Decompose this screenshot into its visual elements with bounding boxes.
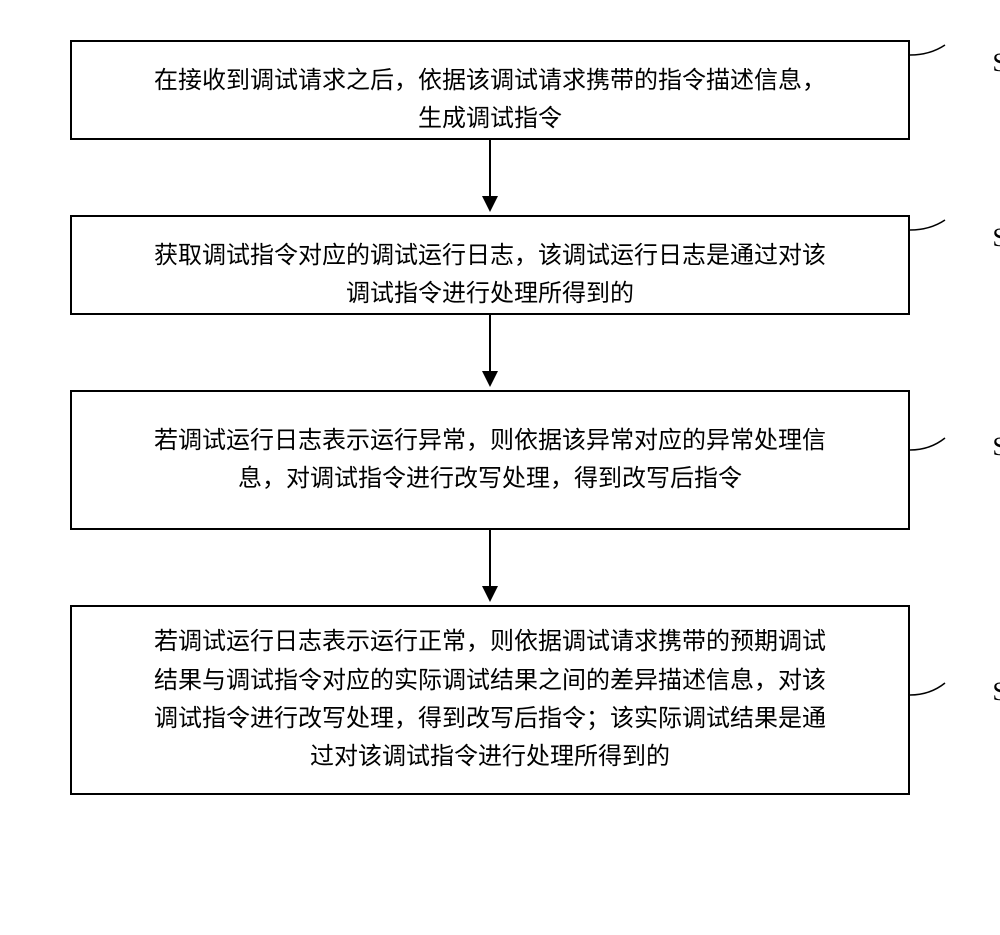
step-row-s3: 若调试运行日志表示运行异常，则依据该异常对应的异常处理信 息，对调试指令进行改写… bbox=[70, 390, 950, 530]
arrow-down-icon bbox=[50, 315, 950, 390]
step-label-s1: S1 bbox=[993, 48, 1000, 78]
step-text-line: 若调试运行日志表示运行异常，则依据该异常对应的异常处理信 bbox=[102, 422, 878, 460]
step-text-line: 调试指令进行改写处理，得到改写后指令；该实际调试结果是通 bbox=[102, 700, 878, 738]
step-row-s1: 在接收到调试请求之后，依据该调试请求携带的指令描述信息， 生成调试指令 S1 bbox=[70, 40, 950, 140]
step-label-s2: S2 bbox=[993, 223, 1000, 253]
step-box-s1: 在接收到调试请求之后，依据该调试请求携带的指令描述信息， 生成调试指令 bbox=[70, 40, 910, 140]
step-row-s2: 获取调试指令对应的调试运行日志，该调试运行日志是通过对该 调试指令进行处理所得到… bbox=[70, 215, 950, 315]
label-connector-s2 bbox=[910, 215, 950, 245]
step-label-s4: S4 bbox=[993, 677, 1000, 707]
step-text-line: 在接收到调试请求之后，依据该调试请求携带的指令描述信息， bbox=[102, 62, 878, 100]
flowchart-container: 在接收到调试请求之后，依据该调试请求携带的指令描述信息， 生成调试指令 S1 获… bbox=[0, 0, 1000, 935]
arrow-down-icon bbox=[50, 530, 950, 605]
step-text-line: 结果与调试指令对应的实际调试结果之间的差异描述信息，对该 bbox=[102, 662, 878, 700]
connector-s2-s3 bbox=[50, 315, 950, 390]
label-connector-s4 bbox=[910, 675, 950, 715]
step-text-line: 获取调试指令对应的调试运行日志，该调试运行日志是通过对该 bbox=[102, 237, 878, 275]
step-box-s3: 若调试运行日志表示运行异常，则依据该异常对应的异常处理信 息，对调试指令进行改写… bbox=[70, 390, 910, 530]
step-box-s4: 若调试运行日志表示运行正常，则依据调试请求携带的预期调试 结果与调试指令对应的实… bbox=[70, 605, 910, 795]
step-row-s4: 若调试运行日志表示运行正常，则依据调试请求携带的预期调试 结果与调试指令对应的实… bbox=[70, 605, 950, 795]
step-label-s3: S3 bbox=[993, 432, 1000, 462]
arrow-down-icon bbox=[50, 140, 950, 215]
step-text-line: 若调试运行日志表示运行正常，则依据调试请求携带的预期调试 bbox=[102, 623, 878, 661]
step-box-s2: 获取调试指令对应的调试运行日志，该调试运行日志是通过对该 调试指令进行处理所得到… bbox=[70, 215, 910, 315]
step-text-line: 生成调试指令 bbox=[102, 100, 878, 138]
step-text-line: 过对该调试指令进行处理所得到的 bbox=[102, 738, 878, 776]
connector-s1-s2 bbox=[50, 140, 950, 215]
label-connector-s3 bbox=[910, 430, 950, 470]
label-connector-s1 bbox=[910, 40, 950, 70]
step-text-line: 调试指令进行处理所得到的 bbox=[102, 275, 878, 313]
step-text-line: 息，对调试指令进行改写处理，得到改写后指令 bbox=[102, 460, 878, 498]
connector-s3-s4 bbox=[50, 530, 950, 605]
